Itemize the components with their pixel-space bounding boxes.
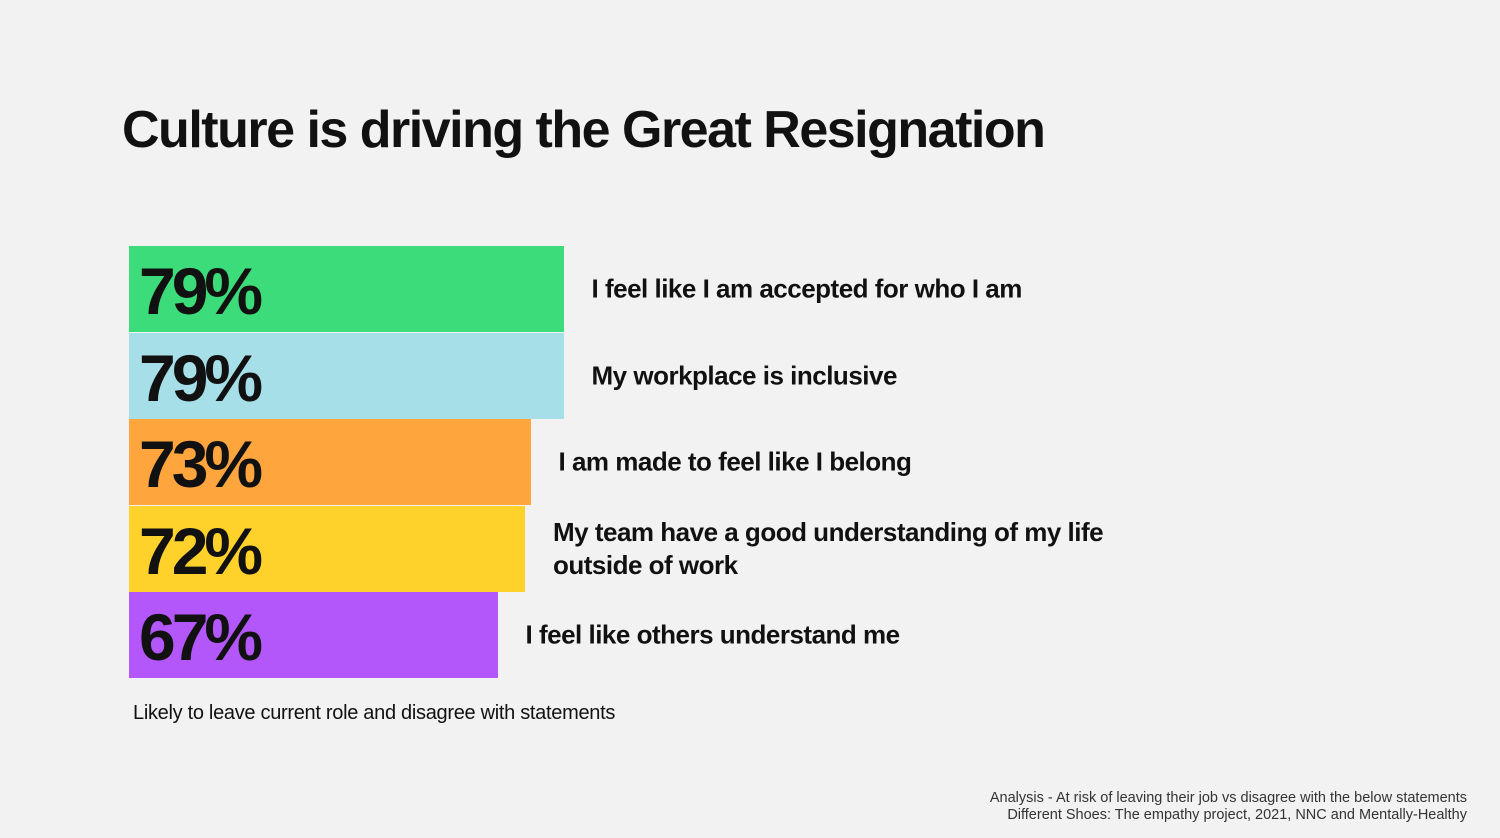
source-line: Analysis - At risk of leaving their job …	[989, 790, 1467, 806]
source: Analysis - At risk of leaving their job …	[990, 790, 1467, 824]
category-label: I feel like I am accepted for who I am	[591, 273, 1023, 304]
chart-title: Culture is driving the Great Resignation	[122, 101, 1046, 159]
value-label: 73%	[139, 427, 263, 501]
bar: 79%	[129, 246, 564, 332]
category-label: My team have a good understanding of my …	[553, 516, 1104, 580]
category-label: My workplace is inclusive	[591, 360, 898, 391]
category-label: I am made to feel like I belong	[558, 446, 912, 477]
bar: 79%	[129, 332, 564, 419]
bar: 73%	[129, 419, 531, 505]
bar: 67%	[129, 592, 498, 678]
chart-note: Likely to leave current role and disagre…	[133, 702, 616, 724]
value-label: 79%	[139, 340, 263, 415]
category-label: I feel like others understand me	[525, 619, 901, 650]
value-label: 67%	[139, 600, 263, 674]
bar: 72%	[129, 505, 525, 592]
value-label: 79%	[139, 254, 263, 328]
value-label: 72%	[139, 513, 263, 588]
source-line: Different Shoes: The empathy project, 20…	[1007, 807, 1467, 823]
